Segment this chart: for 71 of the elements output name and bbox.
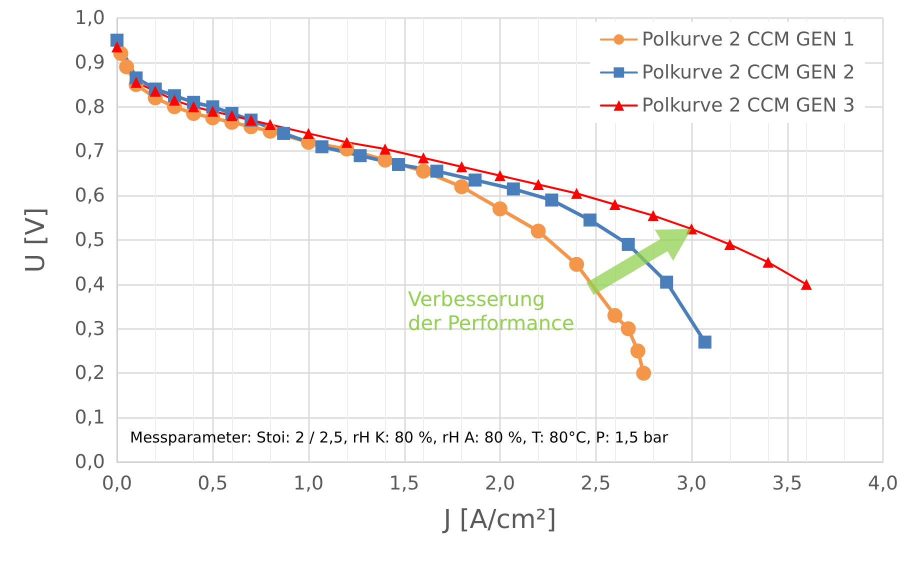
point bbox=[492, 201, 508, 216]
legend-label: Polkurve 2 CCM GEN 1 bbox=[642, 28, 855, 50]
y-tick-label: 0,0 bbox=[74, 451, 105, 473]
point bbox=[630, 344, 646, 358]
point bbox=[112, 41, 122, 52]
point bbox=[456, 161, 468, 172]
point bbox=[168, 94, 180, 106]
point bbox=[277, 126, 290, 140]
point bbox=[315, 140, 328, 154]
point bbox=[532, 179, 544, 190]
y-tick-label: 0,8 bbox=[74, 96, 105, 118]
point bbox=[762, 256, 774, 268]
point bbox=[150, 86, 161, 97]
point bbox=[110, 34, 124, 47]
y-tick-label: 0,7 bbox=[74, 140, 105, 162]
point bbox=[207, 106, 218, 117]
point bbox=[724, 238, 736, 250]
x-tick-label: 4,0 bbox=[868, 472, 898, 494]
x-axis-title: J [A/cm²] bbox=[442, 505, 556, 535]
y-tick-label: 1,0 bbox=[74, 7, 105, 29]
point bbox=[660, 276, 674, 289]
y-tick-label: 0,9 bbox=[74, 51, 105, 74]
point bbox=[430, 164, 444, 178]
legend-label: Polkurve 2 CCM GEN 2 bbox=[642, 62, 855, 84]
annotation: Verbesserung der Performance bbox=[408, 287, 574, 335]
y-tick-label: 0,6 bbox=[74, 184, 105, 207]
point bbox=[188, 101, 200, 112]
point bbox=[530, 224, 546, 239]
x-tick-label: 0,5 bbox=[198, 472, 228, 494]
point bbox=[648, 210, 659, 222]
point bbox=[584, 214, 597, 227]
y-axis-title: U [V] bbox=[21, 207, 51, 273]
point bbox=[607, 308, 622, 323]
point bbox=[569, 256, 584, 272]
x-tick-label: 2,0 bbox=[484, 472, 516, 494]
legend-label: Polkurve 2 CCM GEN 3 bbox=[642, 94, 855, 116]
point bbox=[378, 152, 393, 168]
point bbox=[392, 158, 406, 172]
point bbox=[468, 174, 482, 187]
point bbox=[341, 136, 352, 148]
point bbox=[545, 194, 558, 207]
x-tick-label: 1,0 bbox=[293, 472, 324, 494]
point bbox=[571, 188, 582, 199]
point bbox=[264, 119, 276, 130]
point bbox=[226, 110, 238, 122]
x-tick-label: 1,5 bbox=[389, 472, 420, 494]
point bbox=[303, 128, 314, 139]
x-tick-label: 2,5 bbox=[580, 472, 611, 494]
y-tick-label: 0,3 bbox=[74, 318, 105, 340]
point bbox=[354, 149, 367, 162]
point bbox=[454, 179, 470, 194]
x-tick-label: 3,5 bbox=[772, 472, 802, 494]
y-tick-label: 0,1 bbox=[74, 406, 105, 429]
y-tick-label: 0,5 bbox=[74, 229, 105, 251]
y-tick-label: 0,4 bbox=[74, 273, 105, 296]
point bbox=[698, 336, 712, 349]
annotation: Messparameter: Stoi: 2 / 2,5, rH K: 80 %, rH A: 80 %, T: 80°C, P: 1,5 bar bbox=[130, 428, 669, 446]
point bbox=[609, 198, 620, 210]
point bbox=[416, 164, 431, 179]
point bbox=[636, 366, 652, 381]
point bbox=[119, 59, 134, 74]
point bbox=[506, 182, 520, 196]
point bbox=[494, 170, 506, 182]
point bbox=[380, 143, 391, 154]
point bbox=[800, 278, 812, 290]
point bbox=[622, 238, 635, 251]
x-tick-label: 3,0 bbox=[676, 472, 707, 494]
point bbox=[620, 321, 636, 336]
point bbox=[418, 152, 429, 164]
x-tick-label: 0,0 bbox=[102, 472, 132, 494]
y-tick-label: 0,2 bbox=[74, 362, 105, 384]
